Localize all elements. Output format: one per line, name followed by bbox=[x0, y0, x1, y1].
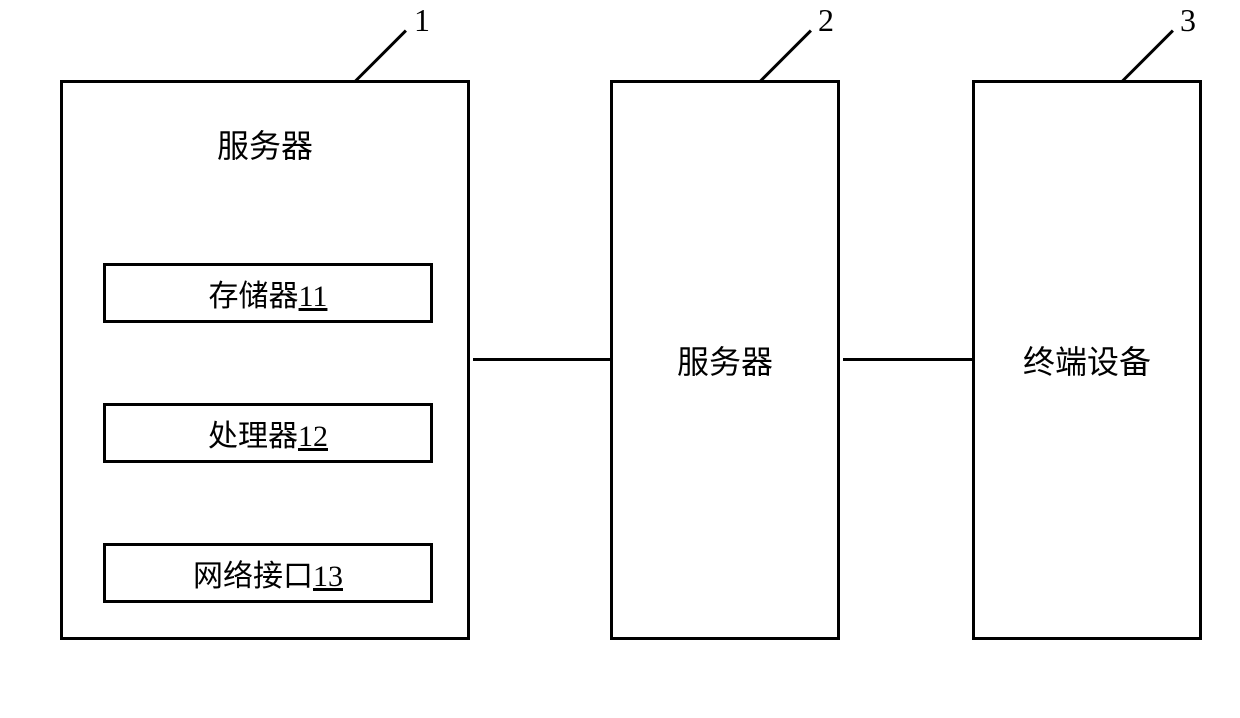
memory-label: 存储器11 bbox=[209, 271, 328, 315]
callout-number-1: 1 bbox=[414, 2, 430, 39]
terminal-device-box: 终端设备 bbox=[972, 80, 1202, 640]
box3-title: 终端设备 bbox=[1023, 337, 1151, 383]
architecture-diagram: 服务器 存储器11 处理器12 网络接口13 服务器 终端设备 1 2 3 bbox=[0, 0, 1240, 718]
connector-2-3 bbox=[843, 358, 972, 361]
server-box-1: 服务器 存储器11 处理器12 网络接口13 bbox=[60, 80, 470, 640]
callout-number-2: 2 bbox=[818, 2, 834, 39]
callout-line-3 bbox=[1121, 30, 1174, 83]
processor-label: 处理器12 bbox=[208, 411, 328, 455]
callout-line-2 bbox=[759, 30, 812, 83]
callout-line-1 bbox=[354, 30, 407, 83]
connector-1-2 bbox=[473, 358, 610, 361]
box2-title: 服务器 bbox=[677, 337, 773, 383]
network-interface-box: 网络接口13 bbox=[103, 543, 433, 603]
network-interface-label: 网络接口13 bbox=[193, 551, 343, 595]
box1-title: 服务器 bbox=[217, 121, 313, 167]
callout-number-3: 3 bbox=[1180, 2, 1196, 39]
memory-box: 存储器11 bbox=[103, 263, 433, 323]
server-box-2: 服务器 bbox=[610, 80, 840, 640]
processor-box: 处理器12 bbox=[103, 403, 433, 463]
